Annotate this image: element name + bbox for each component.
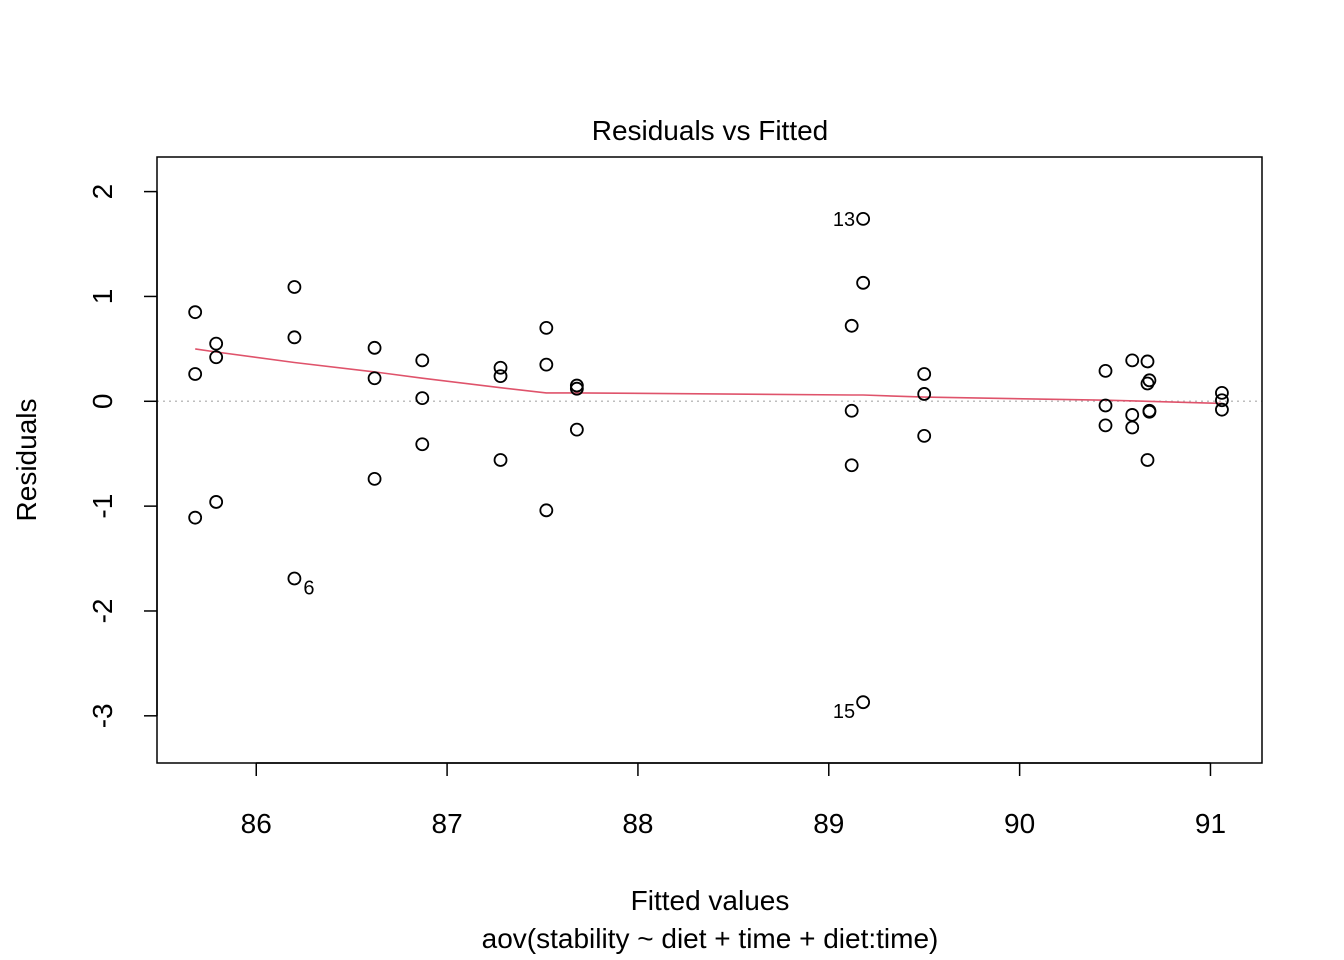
- data-point: [188, 367, 203, 381]
- y-tick-label: 2: [87, 184, 118, 200]
- data-point: [287, 280, 302, 294]
- points-layer: [188, 211, 1229, 710]
- x-tick-label: 86: [241, 808, 272, 839]
- y-tick-label: -1: [87, 494, 118, 519]
- data-point: [493, 369, 508, 384]
- data-point: [856, 275, 871, 290]
- data-point: [1142, 373, 1157, 388]
- data-point: [1125, 353, 1140, 368]
- y-axis-title: Residuals: [11, 399, 42, 522]
- data-point: [1098, 398, 1113, 413]
- y-axis: -3 -2 -1 0 1 2: [87, 184, 158, 728]
- y-tick-label: 0: [87, 393, 118, 409]
- x-tick-label: 88: [622, 808, 653, 839]
- data-point: [856, 695, 871, 710]
- data-point: [856, 211, 871, 226]
- data-point: [1215, 393, 1229, 408]
- data-point: [844, 318, 859, 333]
- data-point: [209, 350, 224, 365]
- plot-subtitle: aov(stability ~ diet + time + diet:time): [482, 923, 939, 954]
- x-tick-label: 91: [1195, 808, 1226, 839]
- x-tick-label: 89: [813, 808, 844, 839]
- data-point: [569, 381, 584, 396]
- data-point: [415, 353, 430, 368]
- data-point: [367, 340, 382, 355]
- data-point: [209, 495, 224, 509]
- y-tick-label: 1: [87, 289, 118, 305]
- data-point: [1125, 420, 1140, 435]
- data-point: [1098, 418, 1113, 433]
- data-point: [917, 387, 932, 401]
- point-labels-layer: 6 13 15: [303, 209, 855, 723]
- data-point: [539, 503, 554, 518]
- point-label: 6: [303, 577, 314, 599]
- data-point: [1140, 354, 1155, 369]
- x-tick-label: 90: [1004, 808, 1035, 839]
- data-point: [415, 437, 430, 452]
- plot-title: Residuals vs Fitted: [592, 115, 829, 146]
- plot-frame: [156, 156, 1263, 764]
- x-axis-title: Fitted values: [631, 885, 790, 916]
- data-point: [844, 458, 859, 473]
- y-tick-label: -2: [87, 599, 118, 624]
- data-point: [493, 360, 508, 375]
- y-tick-label: -3: [87, 703, 118, 728]
- data-point: [1215, 402, 1229, 417]
- data-point: [917, 367, 932, 381]
- point-label: 13: [833, 209, 855, 231]
- point-label: 15: [833, 701, 855, 723]
- data-point: [844, 403, 859, 418]
- data-point: [539, 320, 554, 335]
- data-point: [367, 471, 382, 486]
- x-tick-label: 87: [432, 808, 463, 839]
- data-point: [1140, 453, 1155, 467]
- data-point: [367, 371, 382, 386]
- x-axis: 86 87 88 89 90 91: [241, 762, 1226, 839]
- data-point: [188, 510, 203, 525]
- data-point: [917, 428, 932, 443]
- data-point: [539, 357, 554, 372]
- data-point: [1215, 385, 1229, 400]
- data-point: [1125, 408, 1140, 422]
- data-point: [1098, 363, 1113, 378]
- data-point: [1142, 404, 1157, 419]
- data-point: [493, 453, 508, 467]
- data-point: [188, 305, 203, 320]
- smoother-line: [195, 348, 1222, 405]
- data-point: [209, 336, 224, 351]
- data-point: [287, 571, 302, 586]
- data-point: [287, 330, 302, 345]
- data-point: [569, 422, 584, 437]
- data-point: [415, 391, 430, 406]
